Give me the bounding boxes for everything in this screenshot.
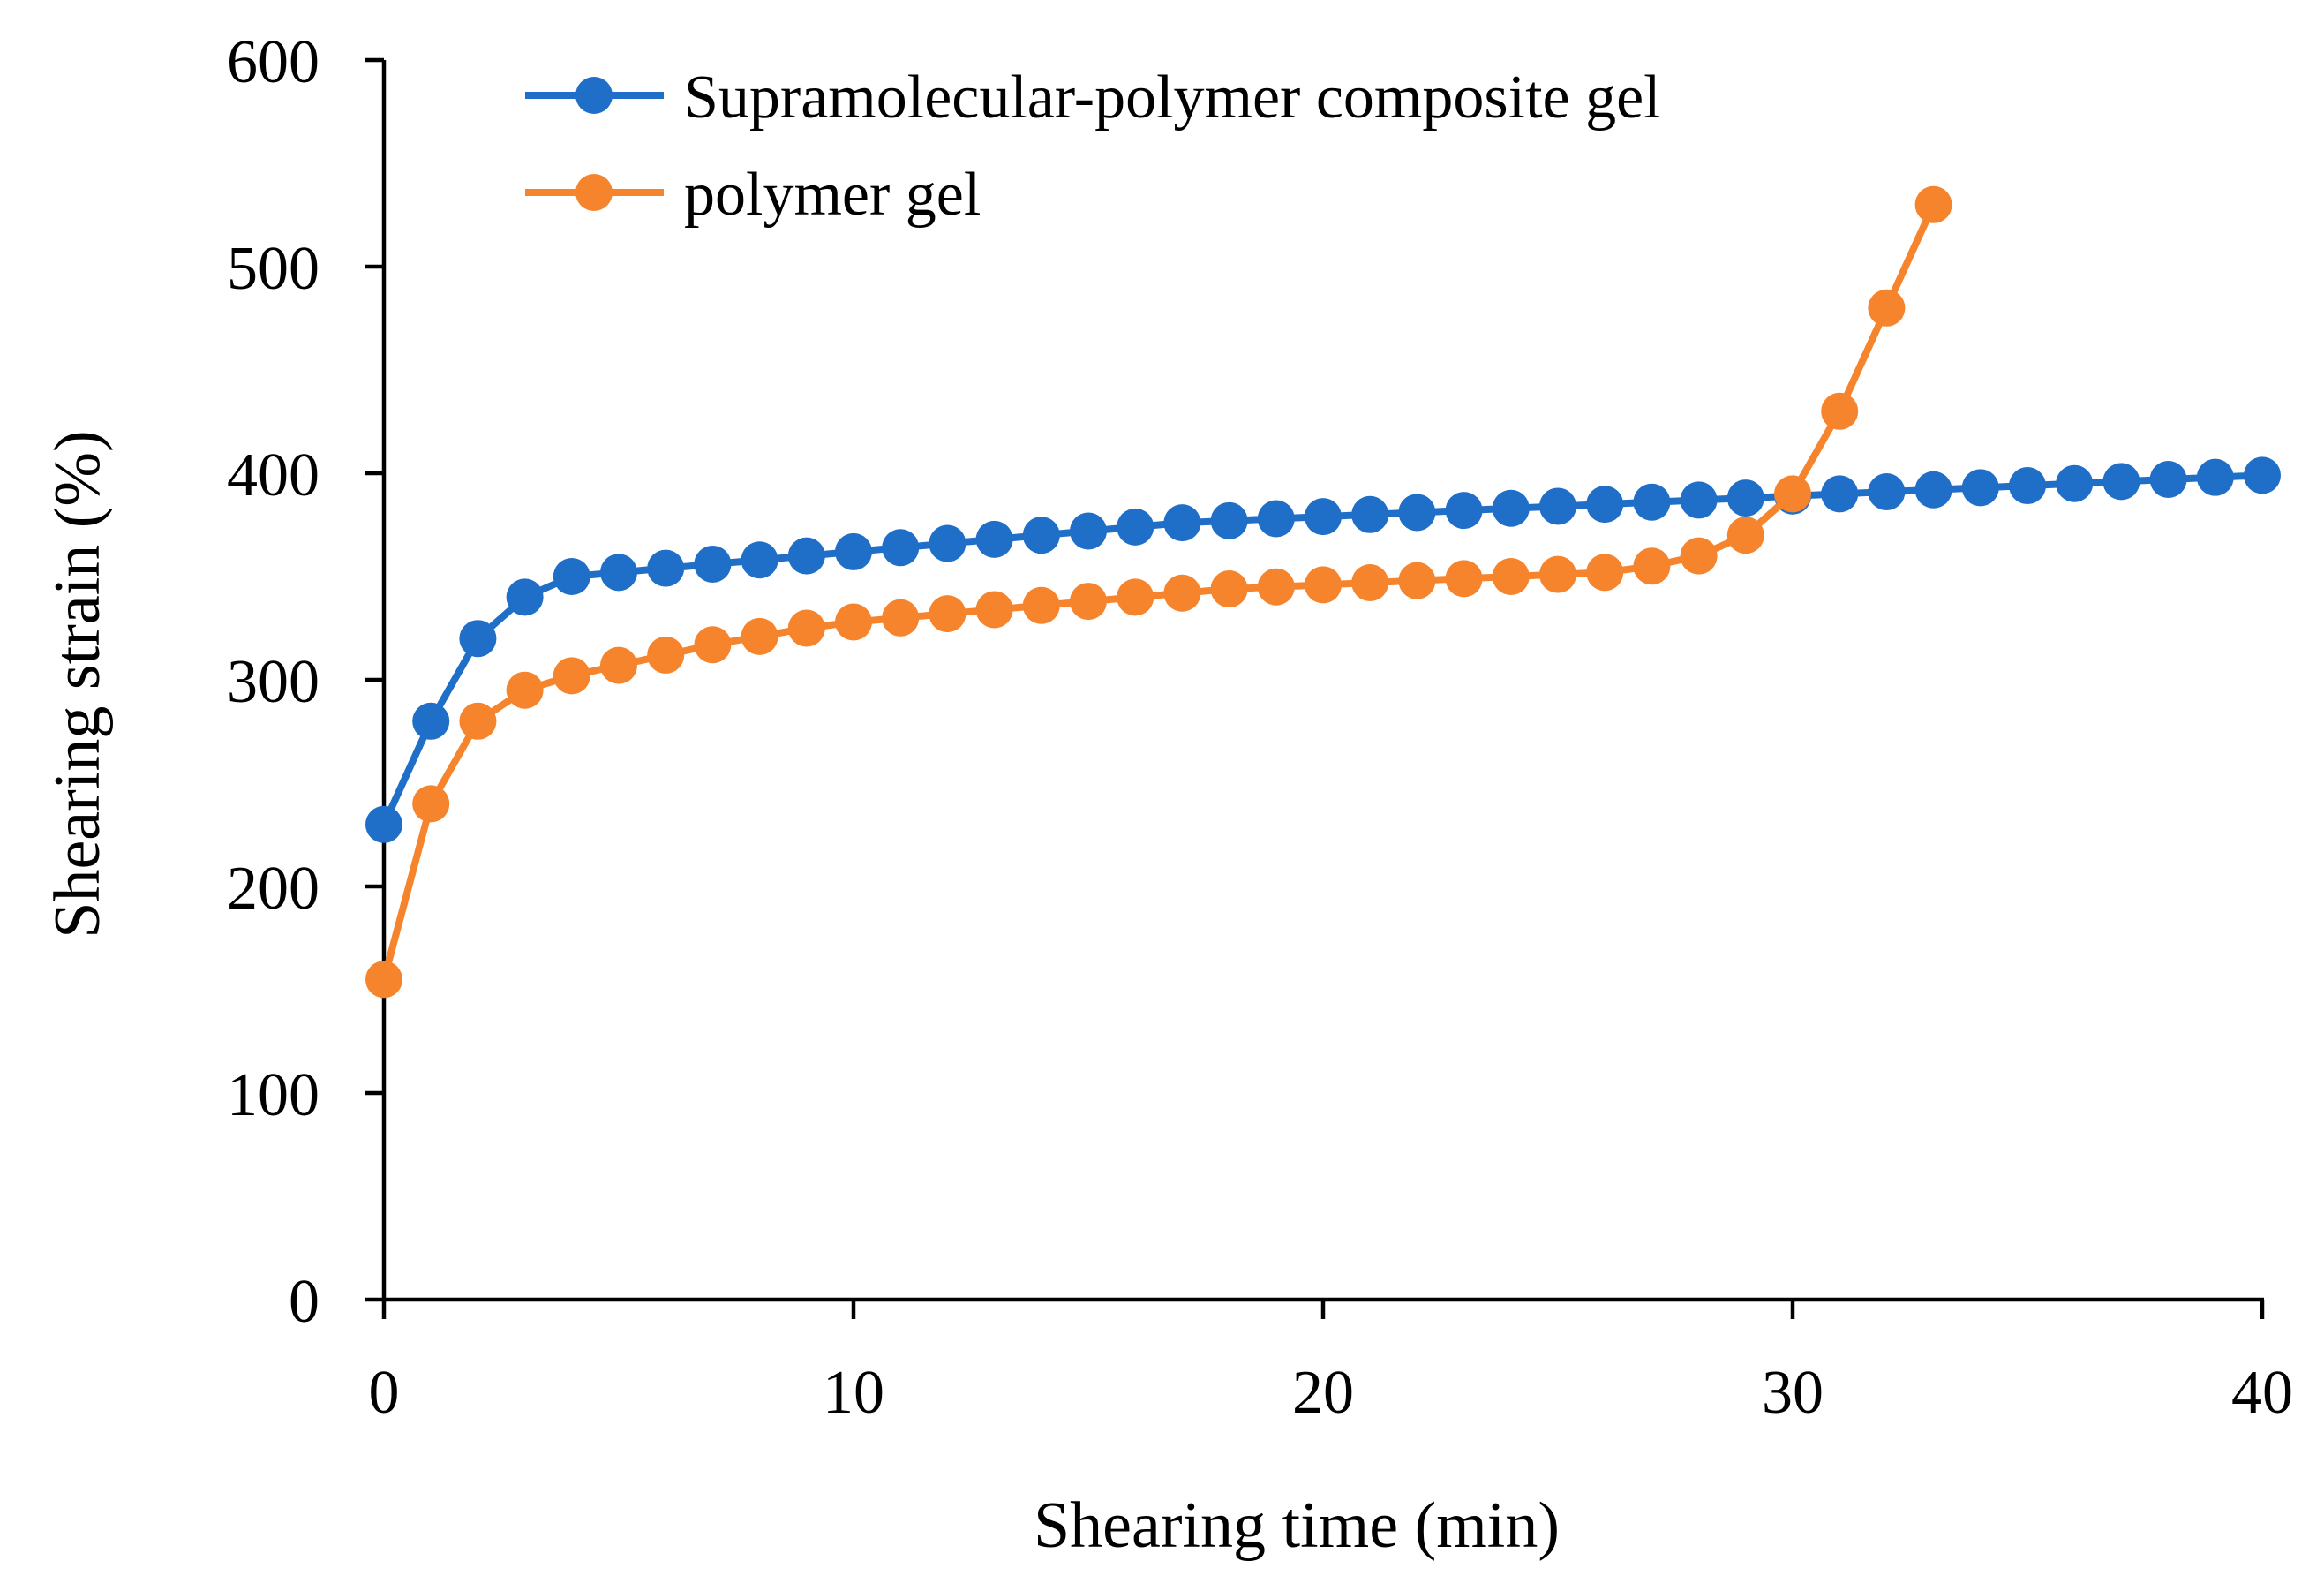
data-point — [647, 636, 685, 674]
legend-label: polymer gel — [684, 161, 981, 229]
data-point — [1492, 489, 1530, 527]
data-point — [835, 603, 872, 641]
x-tick-label: 30 — [1762, 1359, 1824, 1427]
series-layer — [365, 185, 2281, 999]
y-tick-label: 200 — [227, 855, 320, 923]
data-point — [882, 529, 920, 567]
data-point — [1398, 562, 1436, 599]
data-point — [1445, 560, 1483, 598]
data-point — [1351, 495, 1389, 533]
data-point — [1539, 555, 1576, 593]
legend: Supramolecular-polymer composite gel poly… — [525, 64, 1661, 229]
legend-label: Supramolecular-polymer composite gel — [684, 64, 1661, 132]
data-point — [694, 545, 732, 583]
data-point — [2102, 463, 2140, 501]
data-point — [741, 541, 778, 579]
data-point — [1022, 517, 1060, 554]
data-point — [1445, 492, 1483, 530]
data-point — [1821, 392, 1859, 430]
data-point — [365, 805, 402, 843]
data-point — [1868, 289, 1906, 327]
data-point — [1726, 479, 1764, 517]
data-point — [1305, 566, 1342, 604]
data-point — [1398, 494, 1436, 532]
axes: 0 100 200 300 400 500 600 0 10 20 30 40 Shearing tim… — [41, 28, 2293, 1562]
series-composite-gel — [365, 456, 2281, 843]
data-point — [459, 620, 497, 658]
data-point — [929, 524, 966, 562]
data-point — [929, 595, 966, 633]
data-point — [553, 657, 590, 695]
x-axis-title: Shearing time (min) — [1034, 1489, 1560, 1562]
data-point — [1914, 185, 1952, 223]
legend-marker — [575, 174, 613, 211]
data-point — [1726, 517, 1764, 554]
y-axis-title: Shearing strain (%) — [41, 430, 114, 938]
y-tick-label: 400 — [227, 441, 320, 509]
data-point — [787, 537, 825, 575]
data-point — [1914, 471, 1952, 509]
data-point — [1117, 508, 1154, 546]
legend-marker — [575, 77, 613, 114]
data-point — [975, 591, 1013, 629]
data-point — [647, 549, 685, 587]
data-point — [600, 646, 637, 684]
data-point — [694, 626, 732, 664]
data-point — [1117, 578, 1154, 616]
data-point — [1070, 512, 1107, 550]
data-point — [1868, 473, 1906, 511]
data-point — [1961, 469, 1999, 507]
series-line — [380, 200, 1937, 984]
data-point — [1257, 568, 1295, 606]
y-tick-label: 300 — [227, 648, 320, 716]
data-point — [553, 558, 590, 595]
data-point — [1210, 501, 1248, 539]
data-point — [1070, 583, 1107, 621]
y-tick-label: 600 — [227, 28, 320, 96]
data-point — [2009, 467, 2046, 505]
x-tick-label: 0 — [369, 1359, 400, 1427]
data-point — [882, 599, 920, 637]
x-tick-label: 40 — [2231, 1359, 2293, 1427]
x-tick-label: 10 — [823, 1359, 884, 1427]
data-point — [459, 702, 497, 740]
data-point — [1163, 504, 1201, 542]
y-tick-label: 500 — [227, 235, 320, 303]
data-point — [1492, 558, 1530, 595]
data-point — [1022, 586, 1060, 624]
data-point — [1680, 481, 1718, 519]
data-point — [412, 702, 450, 740]
data-point — [1210, 570, 1248, 608]
data-point — [2196, 458, 2234, 496]
data-point — [1351, 564, 1389, 602]
data-point — [2149, 461, 2187, 499]
data-point — [506, 671, 544, 709]
y-tick-label: 0 — [289, 1268, 320, 1336]
data-point — [365, 961, 402, 999]
x-tick-label: 20 — [1292, 1359, 1354, 1427]
data-point — [1774, 475, 1811, 513]
data-point — [1680, 537, 1718, 575]
data-point — [1586, 554, 1624, 592]
data-point — [975, 520, 1013, 558]
data-point — [1257, 500, 1295, 538]
data-point — [1539, 487, 1576, 525]
data-point — [1821, 475, 1859, 513]
data-point — [412, 785, 450, 823]
data-point — [787, 609, 825, 647]
data-point — [1633, 547, 1671, 585]
data-point — [2244, 456, 2281, 494]
series-polymer-gel — [365, 185, 1952, 999]
y-tick-label: 100 — [227, 1061, 320, 1129]
data-point — [835, 532, 872, 570]
data-point — [2056, 464, 2094, 502]
data-point — [506, 578, 544, 616]
data-point — [741, 617, 778, 655]
data-point — [1163, 574, 1201, 612]
data-point — [600, 554, 637, 592]
data-point — [1586, 486, 1624, 524]
data-point — [1633, 483, 1671, 521]
data-point — [1305, 498, 1342, 536]
